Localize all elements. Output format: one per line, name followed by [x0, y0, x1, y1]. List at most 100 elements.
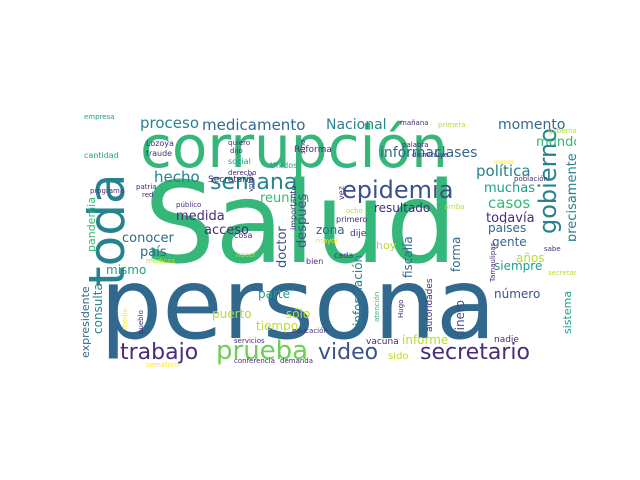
word: prueba	[216, 336, 309, 366]
word: Reforma	[294, 145, 332, 155]
word: proceso	[140, 114, 200, 132]
word: momento	[498, 117, 566, 133]
word-cloud: Salud persona corrupción toda trabajo pr…	[80, 112, 576, 368]
word: vez	[337, 186, 346, 200]
word: conocer	[122, 231, 174, 246]
word: fraude	[146, 149, 173, 158]
word: empresa	[84, 113, 115, 121]
word: ocho	[346, 207, 363, 215]
word: semana	[210, 170, 298, 195]
word: persona	[100, 248, 496, 362]
word: doctor	[275, 226, 290, 268]
word: Hugo	[397, 299, 405, 318]
word: muchas	[484, 181, 536, 196]
word: sino	[299, 139, 307, 154]
word: demanda	[280, 357, 314, 365]
word: tiempo	[256, 319, 299, 333]
word: sólo	[286, 307, 311, 321]
word: precisamente	[565, 153, 576, 242]
word: autoridades	[425, 278, 435, 332]
word: corrupción	[140, 113, 448, 181]
word: país	[140, 245, 167, 260]
word: sido	[388, 351, 409, 362]
word: votos	[247, 172, 255, 192]
word: hacer	[236, 251, 256, 259]
word: cosa	[234, 231, 253, 240]
word: trabajo	[120, 340, 199, 365]
word: consulta	[91, 283, 105, 334]
word: médicos	[146, 257, 176, 265]
word: acceso	[204, 223, 249, 238]
word: gente	[492, 235, 527, 249]
word: derecho	[228, 169, 257, 177]
word: importante	[289, 185, 298, 230]
word: fiscalía	[401, 236, 415, 278]
word: puerto	[212, 307, 252, 321]
word: informar	[380, 145, 440, 161]
word: conferencia	[234, 357, 275, 365]
word: información	[351, 254, 365, 326]
word: Salud	[144, 159, 457, 289]
word: medicamento	[202, 116, 306, 134]
word: dije	[350, 229, 367, 239]
word: primero	[336, 215, 368, 224]
word: parte	[258, 287, 290, 301]
word: gobernador	[548, 127, 576, 135]
word: servicios	[234, 337, 265, 345]
word: social	[228, 157, 251, 166]
word: todavía	[486, 211, 535, 226]
word: zona	[316, 223, 345, 237]
word: cada	[334, 251, 354, 260]
word: mayor	[316, 237, 339, 245]
word: programa	[90, 187, 125, 195]
word: quiero	[228, 139, 251, 147]
word: Secretaría	[208, 175, 254, 185]
word: Nacional	[326, 117, 387, 133]
word: medida	[176, 209, 225, 224]
word: público	[176, 201, 202, 209]
word: pueblo	[137, 310, 145, 334]
word: epidemia	[342, 176, 454, 204]
word: hoy	[376, 239, 397, 252]
word: atención	[373, 291, 381, 322]
word: semáforo	[146, 361, 179, 369]
word: Unidos	[270, 161, 298, 170]
word: años	[516, 251, 545, 265]
word: red	[142, 191, 154, 199]
word: video	[318, 340, 379, 365]
word: bien	[306, 257, 324, 266]
word: casos	[488, 194, 531, 212]
word: número	[494, 287, 541, 301]
word: arriba	[444, 203, 465, 211]
word: menos	[494, 159, 515, 166]
word: dinero	[453, 300, 467, 338]
word: vacuna	[366, 337, 399, 347]
word: política	[476, 162, 531, 180]
word: siempre	[494, 259, 543, 273]
word: primera	[438, 121, 466, 129]
word: palabra	[402, 141, 429, 149]
word: población	[514, 175, 548, 183]
word: hecho	[154, 168, 200, 186]
word: cantidad	[84, 151, 119, 160]
word: sistema	[561, 290, 574, 334]
word: mismo	[106, 263, 147, 277]
word: pandemia	[85, 197, 98, 252]
word: Lozoya	[146, 139, 174, 148]
word: secretario	[420, 340, 530, 365]
word: nadie	[494, 335, 519, 345]
word: Tamaulipas	[489, 242, 497, 282]
word: expresidente	[80, 286, 92, 358]
word: mañana	[400, 119, 429, 127]
word: dijo	[230, 147, 243, 155]
word: disminuye	[412, 151, 449, 159]
word: medio	[121, 308, 129, 330]
word: reunión	[260, 191, 310, 206]
word: resultado	[374, 201, 431, 215]
word: mundo	[536, 135, 576, 150]
word: sabe	[544, 245, 561, 253]
word: educación	[292, 327, 328, 335]
word: secretaría	[548, 269, 576, 277]
word: patria	[136, 183, 157, 191]
word: informe	[402, 333, 449, 347]
